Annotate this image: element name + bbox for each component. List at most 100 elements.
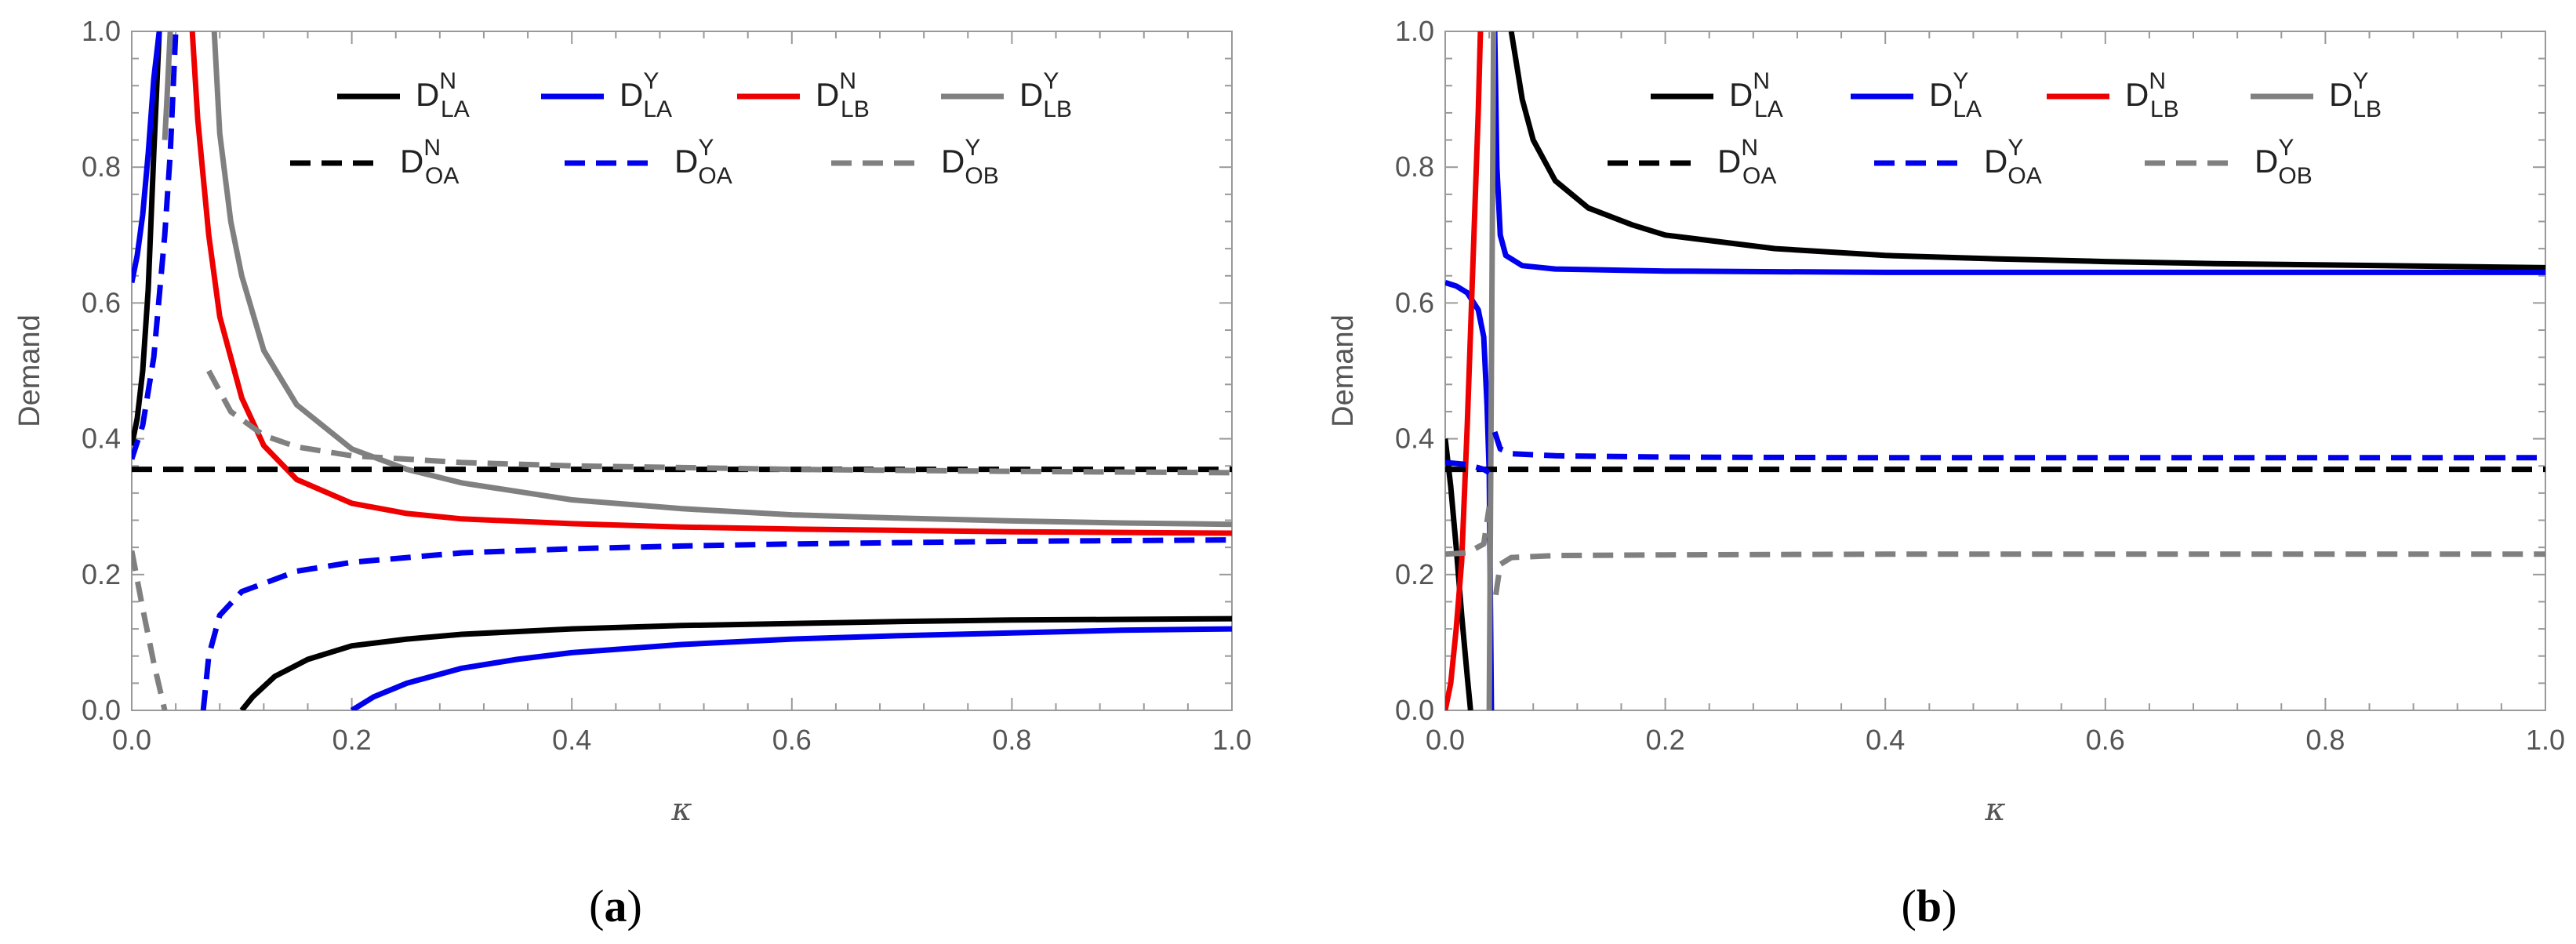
y-axis-label: Demand [1327, 314, 1360, 427]
y-tick-label: 0.6 [82, 286, 121, 318]
x-axis-label: κ [1984, 792, 2005, 828]
y-tick-label: 0.4 [82, 423, 121, 455]
series-line-la-y [1491, 31, 2545, 275]
legend-entry-sub: LA [441, 96, 470, 122]
series-line-ob-y-dashed [132, 550, 168, 710]
y-tick-label: 0.0 [82, 694, 121, 726]
series-line-lb-y [211, 31, 1232, 528]
legend-entry-sub: OB [965, 163, 998, 189]
x-tick-label: 0.6 [772, 724, 812, 756]
legend-entry-sub: LA [1754, 96, 1783, 122]
plot-frame [131, 31, 1233, 711]
x-tick-label: 0.6 [2086, 724, 2125, 756]
panel-b: 0.0 0.2 0.4 0.6 0.8 1.0 0.0 0.2 0.4 0.6 0.8 1.0 κ Dem… [1327, 15, 2565, 931]
legend-entry-sub: LA [643, 96, 672, 122]
x-tick-label: 0.0 [112, 724, 151, 756]
y-axis-label: Demand [13, 314, 46, 427]
legend-entry-sub: OA [1742, 163, 1776, 189]
x-tick-label: 0.4 [1866, 724, 1905, 756]
x-tick-label: 0.2 [332, 724, 372, 756]
legend-entry-sup: Y [643, 68, 659, 94]
legend-entry-sup: Y [2278, 135, 2294, 161]
legend-entry-sub: LB [841, 96, 870, 122]
legend-entry-sub: LB [2353, 96, 2382, 122]
y-tick-label: 0.8 [82, 151, 121, 183]
series-line-lb-n [189, 31, 1232, 536]
series-line-la-n [1508, 31, 2545, 270]
legend-entry: DY LA [619, 68, 672, 122]
legend: DN LA DY LA DN LB DY LB DN OA DY OA DY OB [290, 68, 1072, 189]
series-line-ob-y-dashed [1493, 551, 2545, 596]
legend-entry: DN LA [1729, 68, 1783, 122]
series-line-la-n [239, 615, 1232, 710]
legend-entry: DY LB [1019, 68, 1072, 122]
legend-entry: DY OA [1984, 135, 2042, 189]
legend-entry: DY OB [2254, 135, 2313, 189]
legend-entry-sup: N [1753, 68, 1770, 94]
legend-entry-sub: OB [2278, 163, 2312, 189]
legend-entry-sub: LB [2150, 96, 2179, 122]
y-tick-label: 0.6 [1395, 286, 1434, 318]
x-axis-label: κ [670, 792, 692, 828]
legend-entry-sup: N [2149, 68, 2166, 94]
x-tick-label: 0.8 [992, 724, 1031, 756]
legend-entry-sup: N [839, 68, 856, 94]
legend-entry: DY LA [1929, 68, 1982, 122]
series-group [1445, 31, 2545, 710]
legend-entry-sup: Y [698, 135, 714, 161]
x-tick-label: 1.0 [1212, 724, 1252, 756]
series-line-la-y [350, 626, 1232, 710]
legend-entry-sup: Y [2353, 68, 2368, 94]
y-tick-label: 1.0 [82, 15, 121, 47]
series-line-oa-y-dashed [1445, 459, 1491, 475]
series-line-ob-y-dashed [1445, 506, 1492, 557]
legend-entry-sub: LB [1043, 96, 1072, 122]
panel-a: 0.0 0.2 0.4 0.6 0.8 1.0 0.0 0.2 0.4 0.6 0.8 1.0 κ Dem… [13, 15, 1252, 931]
y-tick-label: 0.2 [82, 558, 121, 590]
legend-entry: DY LB [2329, 68, 2382, 122]
panel-caption: (b) [1902, 880, 1957, 931]
series-line-la-n [132, 31, 162, 446]
plot-frame [1444, 31, 2546, 711]
x-tick-label: 0.2 [1646, 724, 1685, 756]
series-line-lb-y [162, 31, 173, 140]
y-tick-label: 0.8 [1395, 151, 1434, 183]
series-line-oa-y-dashed [132, 31, 179, 460]
legend-entry-sup: N [439, 68, 456, 94]
series-line-lb-y [1486, 31, 1497, 710]
y-tick-label: 0.2 [1395, 558, 1434, 590]
legend-entry-sup: Y [1043, 68, 1059, 94]
x-tick-label: 0.8 [2305, 724, 2345, 756]
legend-entry-sup: N [1741, 135, 1758, 161]
legend-entry-sup: Y [2007, 135, 2023, 161]
series-line-oa-y-dashed [1491, 430, 2545, 461]
series-line-oa-y-dashed [200, 537, 1232, 710]
x-tick-label: 0.0 [1426, 724, 1465, 756]
legend-entry-sub: OA [2007, 163, 2041, 189]
series-group [132, 31, 1232, 710]
legend-entry: DN OA [1717, 135, 1776, 189]
panel-caption: (a) [589, 880, 642, 931]
legend-entry-sub: OA [698, 163, 732, 189]
legend-entry-sub: OA [425, 163, 459, 189]
y-tick-label: 0.4 [1395, 423, 1434, 455]
legend-entry-sup: Y [965, 135, 980, 161]
legend-entry: DY OA [674, 135, 732, 189]
series-line-lb-n [1445, 31, 1484, 710]
y-tick-label: 1.0 [1395, 15, 1434, 47]
series-line-la-y [132, 31, 162, 284]
legend-entry: DN LB [2125, 68, 2179, 122]
legend-entry: DY OB [941, 135, 999, 189]
legend-entry-sub: LA [1953, 96, 1982, 122]
x-tick-label: 1.0 [2526, 724, 2565, 756]
legend-entry-sup: Y [1953, 68, 1968, 94]
legend-entry: DN LB [816, 68, 870, 122]
x-tick-label: 0.4 [552, 724, 591, 756]
series-line-ob-y-dashed [206, 369, 1232, 476]
panel-caption-letter: b [1917, 880, 1942, 931]
legend: DN LA DY LA DN LB DY LB DN OA DY OA DY OB [1608, 68, 2382, 189]
y-tick-label: 0.0 [1395, 694, 1434, 726]
legend-entry: DN OA [400, 135, 459, 189]
legend-entry: DN LA [416, 68, 470, 122]
